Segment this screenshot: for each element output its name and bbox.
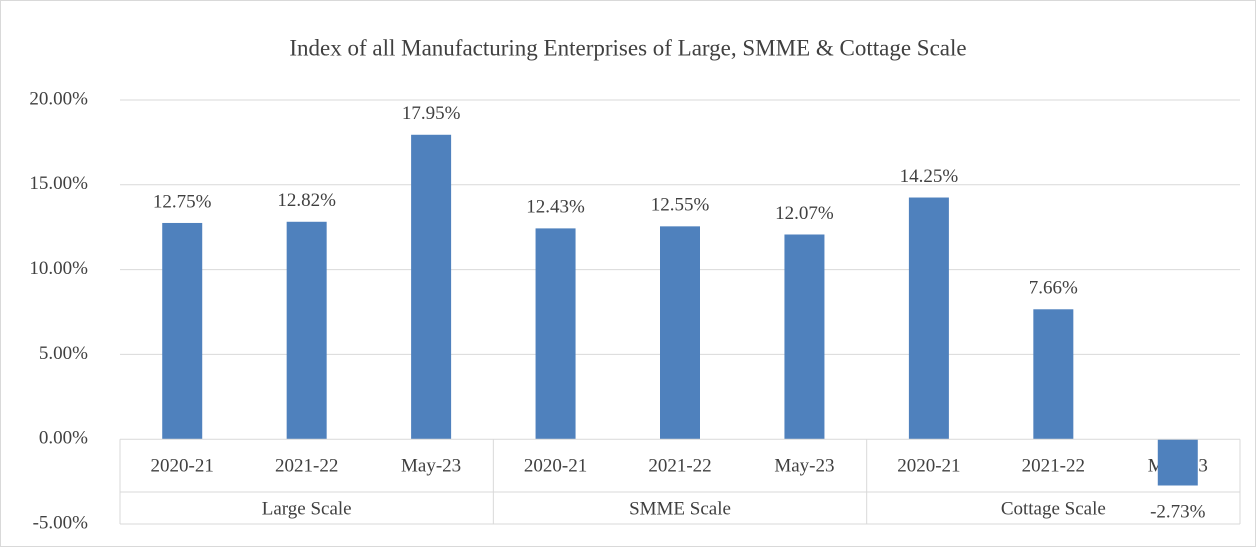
bar [535, 228, 576, 440]
bar [908, 197, 949, 440]
y-tick-label: 0.00% [39, 428, 88, 449]
value-label: 12.43% [526, 197, 585, 218]
value-label: 17.95% [402, 103, 461, 124]
bar [660, 226, 700, 440]
value-label: 14.25% [900, 166, 959, 187]
bar [1033, 309, 1074, 440]
value-label: 12.55% [651, 195, 710, 216]
x-tick-label: 2020-21 [524, 455, 587, 476]
y-tick-label: 10.00% [29, 258, 88, 279]
x-tick-label: 2021-22 [275, 455, 338, 476]
value-label: -2.73% [1150, 501, 1206, 522]
bar [162, 222, 203, 440]
value-label: 12.07% [775, 203, 834, 224]
bar [286, 221, 327, 440]
value-label: 7.66% [1029, 278, 1078, 299]
x-tick-label: 2021-22 [648, 455, 711, 476]
y-tick-label: 5.00% [39, 343, 88, 364]
x-tick-label: 2020-21 [151, 455, 214, 476]
chart-title: Index of all Manufacturing Enterprises o… [289, 35, 966, 60]
x-tick-label: May-23 [401, 455, 461, 476]
x-tick-label: May-23 [774, 455, 834, 476]
group-label: Cottage Scale [1001, 498, 1106, 519]
y-tick-label: -5.00% [33, 512, 89, 533]
y-tick-label: 15.00% [29, 173, 88, 194]
value-label: 12.82% [277, 190, 336, 211]
group-label: SMME Scale [629, 498, 731, 519]
bar [784, 234, 825, 440]
x-tick-label: 2021-22 [1022, 455, 1085, 476]
bar [1157, 439, 1198, 486]
bar [411, 134, 452, 440]
group-label: Large Scale [262, 498, 352, 519]
y-tick-label: 20.00% [29, 88, 88, 109]
value-label: 12.75% [153, 191, 212, 212]
x-tick-label: 2020-21 [897, 455, 960, 476]
